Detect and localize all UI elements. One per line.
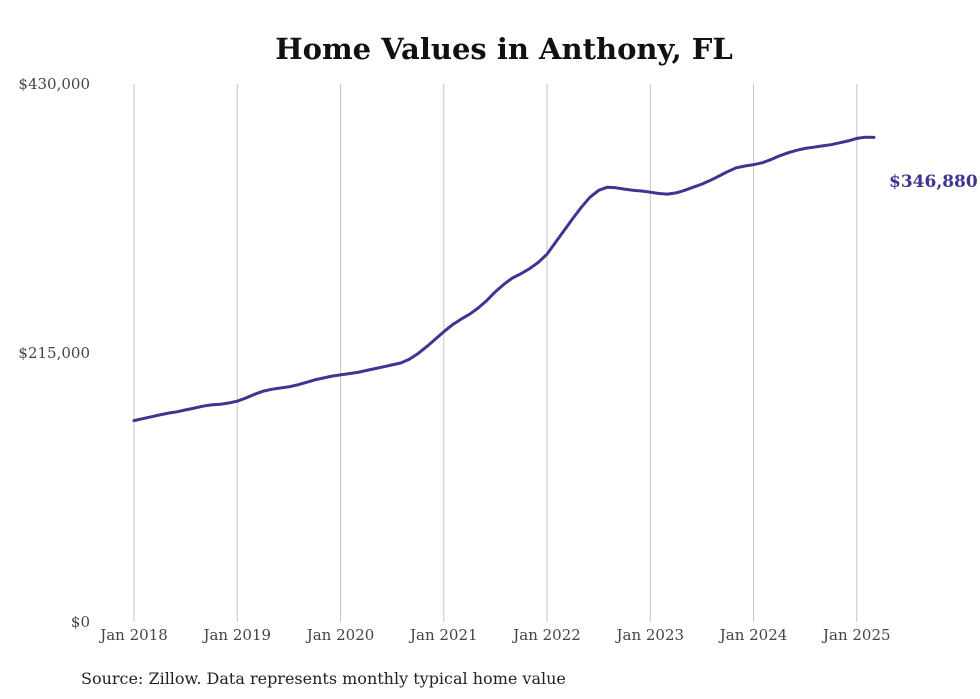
x-tick-label: Jan 2022 [511, 626, 581, 644]
x-tick-label: Jan 2024 [718, 626, 788, 644]
y-tick-label: $430,000 [18, 75, 90, 93]
x-tick-label: Jan 2021 [408, 626, 478, 644]
source-note: Source: Zillow. Data represents monthly … [81, 669, 566, 688]
x-tick-label: Jan 2023 [614, 626, 684, 644]
y-tick-label: $215,000 [18, 344, 90, 362]
y-axis-tick-labels: $430,000 $215,000 $0 [18, 75, 90, 631]
x-tick-label: Jan 2019 [201, 626, 271, 644]
x-tick-label: Jan 2020 [305, 626, 375, 644]
end-value-label: $346,880 [889, 172, 978, 192]
y-tick-label: $0 [71, 613, 90, 631]
chart-title: Home Values in Anthony, FL [275, 32, 733, 66]
vertical-gridlines [133, 84, 858, 622]
x-axis-tick-labels: Jan 2018 Jan 2019 Jan 2020 Jan 2021 Jan 2022… [98, 626, 890, 644]
x-tick-label: Jan 2025 [821, 626, 891, 644]
x-tick-label: Jan 2018 [98, 626, 168, 644]
series-line-home-value [132, 135, 876, 423]
